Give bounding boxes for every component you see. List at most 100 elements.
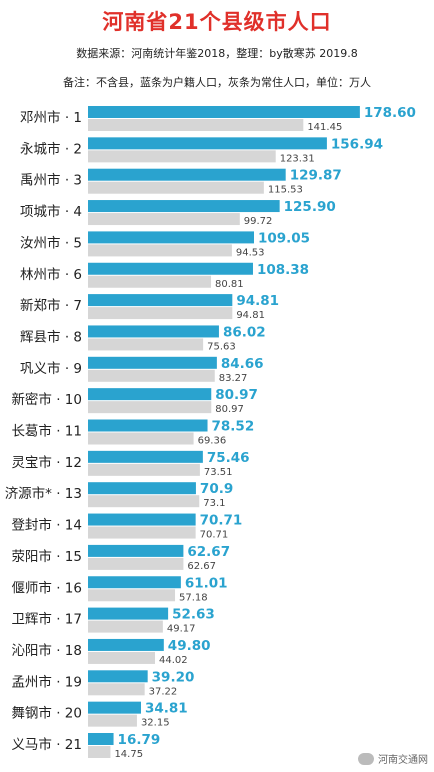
data-label-household-registered: 80.97 xyxy=(215,387,258,403)
data-label-household-registered: 178.60 xyxy=(364,105,416,121)
category-label: 巩义市 · 9 xyxy=(20,360,82,377)
data-label-resident: 141.45 xyxy=(307,122,342,133)
category-label: 禹州市 · 3 xyxy=(20,172,82,189)
category-label: 项城市 · 4 xyxy=(20,203,82,220)
data-label-resident: 62.67 xyxy=(187,561,216,572)
bar-resident xyxy=(88,463,200,476)
data-label-household-registered: 61.01 xyxy=(185,575,228,591)
data-label-household-registered: 34.81 xyxy=(145,701,188,717)
bar-resident xyxy=(88,651,156,664)
data-label-resident: 70.71 xyxy=(200,530,229,541)
data-label-household-registered: 78.52 xyxy=(212,419,255,435)
bar-resident xyxy=(88,150,276,163)
bar-resident xyxy=(88,557,184,570)
bar-resident xyxy=(88,244,232,257)
category-label: 新郑市 · 7 xyxy=(20,297,82,314)
data-label-resident: 73.1 xyxy=(203,498,225,509)
data-label-household-registered: 94.81 xyxy=(236,293,279,309)
data-label-household-registered: 75.46 xyxy=(207,450,250,466)
data-label-resident: 73.51 xyxy=(204,467,233,478)
data-label-resident: 44.02 xyxy=(159,655,188,666)
bar-household-registered xyxy=(88,701,141,714)
bar-household-registered xyxy=(88,106,360,118)
bar-household-registered xyxy=(88,231,254,244)
bar-resident xyxy=(88,620,163,633)
bar-household-registered xyxy=(88,482,196,495)
watermark: 河南交通网 xyxy=(358,751,428,766)
data-label-resident: 49.17 xyxy=(167,624,196,635)
wechat-icon xyxy=(358,752,374,765)
bar-household-registered xyxy=(88,607,169,620)
category-label: 卫辉市 · 17 xyxy=(11,611,82,628)
bar-resident xyxy=(88,683,145,696)
bar-resident xyxy=(88,369,215,382)
data-label-household-registered: 129.87 xyxy=(290,168,342,184)
bar-household-registered xyxy=(88,576,181,589)
bar-resident xyxy=(88,432,194,445)
chart-title: 河南省21个县级市人口 xyxy=(102,10,332,34)
bar-household-registered xyxy=(88,294,233,307)
category-label: 沁阳市 · 18 xyxy=(11,642,82,659)
bar-resident xyxy=(88,338,204,351)
bar-household-registered xyxy=(88,168,286,181)
bar-household-registered xyxy=(88,356,217,369)
data-label-household-registered: 109.05 xyxy=(258,230,310,246)
data-label-household-registered: 70.71 xyxy=(200,513,243,529)
data-label-resident: 57.18 xyxy=(179,592,208,603)
category-label: 辉县市 · 8 xyxy=(20,328,82,345)
bar-household-registered xyxy=(88,513,196,526)
category-label: 邓州市 · 1 xyxy=(20,109,82,126)
bar-resident xyxy=(88,714,137,727)
category-label: 义马市 · 21 xyxy=(11,736,82,753)
data-label-resident: 37.22 xyxy=(149,686,178,697)
data-label-household-registered: 86.02 xyxy=(223,324,266,340)
bar-household-registered xyxy=(88,544,184,557)
data-label-household-registered: 16.79 xyxy=(118,732,161,748)
bar-household-registered xyxy=(88,450,203,463)
bar-resident xyxy=(88,589,176,602)
category-label: 长葛市 · 11 xyxy=(11,423,82,440)
watermark-text: 河南交通网 xyxy=(378,755,428,766)
category-label: 孟州市 · 19 xyxy=(11,673,82,690)
bar-resident xyxy=(88,307,233,320)
category-label: 新密市 · 10 xyxy=(11,391,82,408)
data-label-household-registered: 70.9 xyxy=(200,481,233,497)
category-label: 永城市 · 2 xyxy=(20,140,82,157)
bar-household-registered xyxy=(88,733,114,745)
data-label-household-registered: 49.80 xyxy=(168,638,211,654)
legend-note: 备注：不含县，蓝条为户籍人口，灰条为常住人口，单位：万人 xyxy=(63,76,371,89)
bar-resident xyxy=(88,181,264,194)
data-label-household-registered: 62.67 xyxy=(187,544,230,560)
category-label: 灵宝市 · 12 xyxy=(11,454,82,471)
data-label-resident: 94.53 xyxy=(236,247,265,258)
data-label-resident: 99.72 xyxy=(244,216,273,227)
bar-household-registered xyxy=(88,638,164,651)
data-label-resident: 83.27 xyxy=(219,373,248,384)
bar-resident xyxy=(88,495,200,508)
data-label-resident: 123.31 xyxy=(280,153,315,164)
bar-household-registered xyxy=(88,670,148,683)
bar-resident xyxy=(88,213,240,226)
data-label-resident: 94.81 xyxy=(236,310,265,321)
data-source-note: 数据来源：河南统计年鉴2018，整理：by散寒苏 2019.8 xyxy=(76,47,358,60)
bar-resident xyxy=(88,746,111,758)
bar-resident xyxy=(88,119,304,131)
category-label: 济源市* · 13 xyxy=(5,485,82,502)
category-label: 登封市 · 14 xyxy=(11,517,82,534)
category-label: 林州市 · 6 xyxy=(20,266,82,283)
category-label: 偃师市 · 16 xyxy=(11,579,82,596)
data-label-household-registered: 84.66 xyxy=(221,356,264,372)
data-label-household-registered: 108.38 xyxy=(257,262,309,278)
bar-household-registered xyxy=(88,388,212,401)
bar-resident xyxy=(88,401,212,414)
bar-household-registered xyxy=(88,262,253,275)
data-label-resident: 69.36 xyxy=(198,436,227,447)
bar-resident xyxy=(88,275,212,288)
data-label-household-registered: 39.20 xyxy=(152,669,195,685)
bar-household-registered xyxy=(88,200,280,213)
bar-household-registered xyxy=(88,325,219,338)
data-label-resident: 32.15 xyxy=(141,718,170,729)
data-label-resident: 80.81 xyxy=(215,279,244,290)
bar-household-registered xyxy=(88,137,327,150)
